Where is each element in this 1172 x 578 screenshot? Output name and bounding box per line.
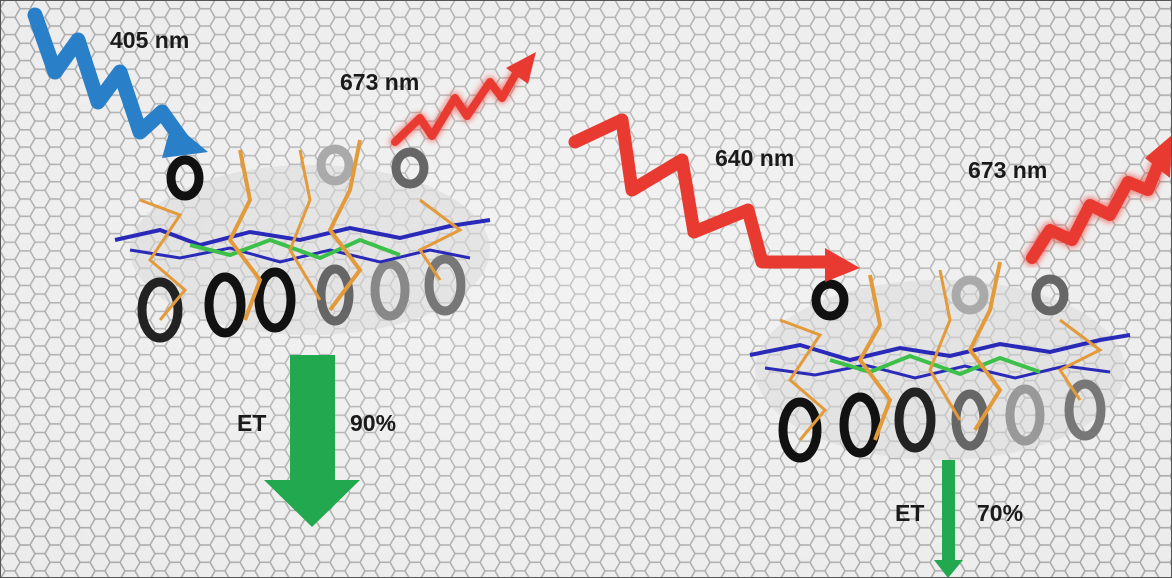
et-label: ET [895, 500, 924, 526]
et-efficiency: 90% [350, 410, 396, 436]
page: {"left_panel": {"excitation": "405 nm", … [0, 0, 1172, 578]
figure: 405 nm 673 nm ET 90% 640 nm 673 nm ET 70… [0, 0, 1172, 578]
emission-label: 673 nm [968, 157, 1047, 183]
et-efficiency: 70% [977, 500, 1023, 526]
emission-label: 673 nm [340, 69, 419, 95]
excitation-label: 640 nm [715, 145, 794, 171]
et-label: ET [237, 410, 266, 436]
excitation-label: 405 nm [110, 27, 189, 53]
